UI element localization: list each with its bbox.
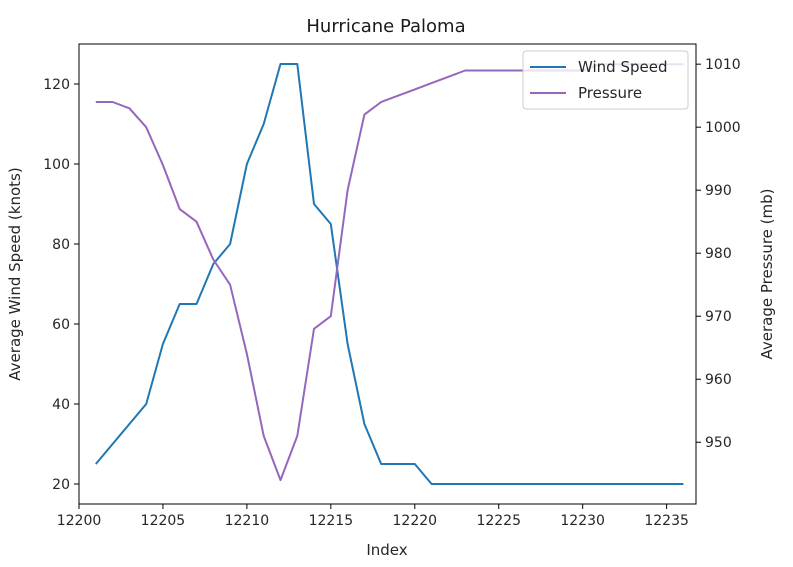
plot-area-frame (78, 43, 697, 505)
y-axis-left-label: Average Wind Speed (knots) (6, 167, 24, 380)
wind-speed-line (95, 63, 684, 485)
legend: Wind Speed Pressure (522, 50, 689, 110)
y-axis-right: 950 960 970 980 990 1000 1010 (696, 57, 741, 451)
y-axis-left: 20 40 60 80 100 120 (43, 77, 79, 493)
x-tick-label: 12230 (560, 513, 605, 529)
y-right-tick-label: 970 (705, 309, 732, 325)
y-right-tick-label: 1000 (705, 120, 741, 136)
x-tick-label: 12200 (57, 513, 102, 529)
x-axis: 12200 12205 12210 12215 12220 12225 12230 12235 (57, 504, 689, 529)
x-tick-label: 12225 (476, 513, 521, 529)
y-left-tick-label: 100 (43, 157, 70, 173)
y-left-tick-label: 120 (43, 77, 70, 93)
y-left-tick-label: 40 (52, 397, 70, 413)
legend-label-pressure: Pressure (578, 84, 642, 102)
x-axis-label: Index (366, 541, 407, 559)
x-tick-label: 12235 (644, 513, 689, 529)
legend-box (522, 50, 689, 110)
chart-title: Hurricane Paloma (306, 16, 465, 37)
y-right-tick-label: 980 (705, 246, 732, 262)
x-tick-label: 12220 (393, 513, 438, 529)
series-layer (95, 63, 684, 485)
y-right-tick-label: 1010 (705, 57, 741, 73)
y-left-tick-label: 60 (52, 317, 70, 333)
y-right-tick-label: 950 (705, 435, 732, 451)
y-right-tick-label: 990 (705, 183, 732, 199)
pressure-line (95, 63, 684, 482)
y-left-tick-label: 20 (52, 477, 70, 493)
y-left-tick-label: 80 (52, 237, 70, 253)
y-right-tick-label: 960 (705, 372, 732, 388)
x-tick-label: 12210 (225, 513, 270, 529)
y-axis-right-label: Average Pressure (mb) (758, 188, 776, 359)
legend-label-wind-speed: Wind Speed (578, 58, 668, 76)
x-tick-label: 12205 (141, 513, 186, 529)
x-tick-label: 12215 (309, 513, 354, 529)
